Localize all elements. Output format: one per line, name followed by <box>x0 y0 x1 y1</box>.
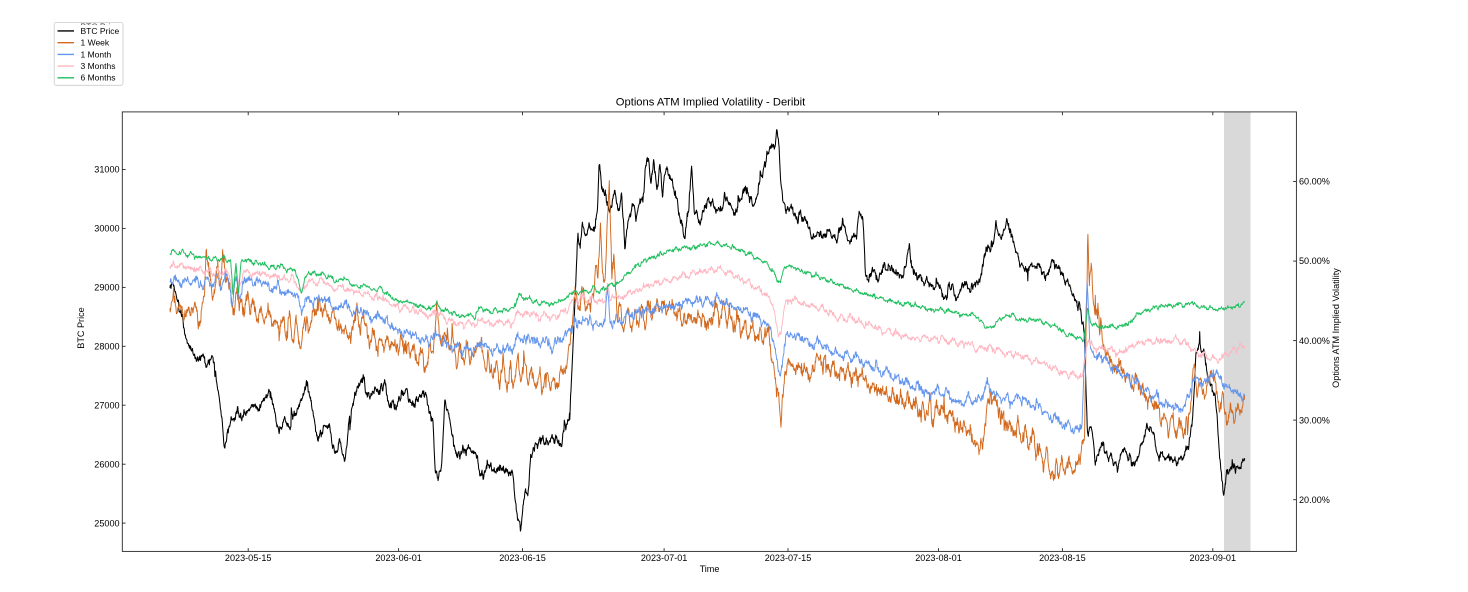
svg-text:2023-08-01: 2023-08-01 <box>915 553 962 563</box>
svg-text:1 Week: 1 Week <box>81 38 110 48</box>
svg-text:BTC Price: BTC Price <box>81 22 120 32</box>
svg-text:40.00%: 40.00% <box>1299 336 1330 346</box>
svg-text:BTC Price: BTC Price <box>76 307 86 348</box>
svg-text:Options ATM Implied Volatility: Options ATM Implied Volatility - Deribit <box>616 97 806 109</box>
svg-text:2023-07-15: 2023-07-15 <box>765 553 812 563</box>
svg-text:Options ATM Implied Volatility: Options ATM Implied Volatility <box>1331 268 1341 388</box>
svg-text:27000: 27000 <box>94 400 119 410</box>
svg-text:50.00%: 50.00% <box>1299 256 1330 266</box>
svg-text:6 Months: 6 Months <box>81 73 116 83</box>
svg-text:2023-09-01: 2023-09-01 <box>1190 553 1237 563</box>
svg-text:20.00%: 20.00% <box>1299 495 1330 505</box>
svg-text:30000: 30000 <box>94 224 119 234</box>
svg-text:25000: 25000 <box>94 518 119 528</box>
svg-text:Time: Time <box>700 564 720 574</box>
svg-text:30.00%: 30.00% <box>1299 415 1330 425</box>
svg-text:1 Month: 1 Month <box>81 49 112 59</box>
svg-text:2023-08-15: 2023-08-15 <box>1039 553 1086 563</box>
svg-text:2023-07-01: 2023-07-01 <box>641 553 688 563</box>
svg-text:BTC Price: BTC Price <box>81 26 120 36</box>
svg-text:2023-05-15: 2023-05-15 <box>225 553 272 563</box>
svg-text:29000: 29000 <box>94 283 119 293</box>
svg-text:2023-06-15: 2023-06-15 <box>499 553 546 563</box>
svg-text:26000: 26000 <box>94 459 119 469</box>
svg-text:3 Months: 3 Months <box>81 61 116 71</box>
svg-text:60.00%: 60.00% <box>1299 177 1330 187</box>
svg-text:31000: 31000 <box>94 165 119 175</box>
svg-text:2023-06-01: 2023-06-01 <box>375 553 422 563</box>
svg-text:28000: 28000 <box>94 342 119 352</box>
